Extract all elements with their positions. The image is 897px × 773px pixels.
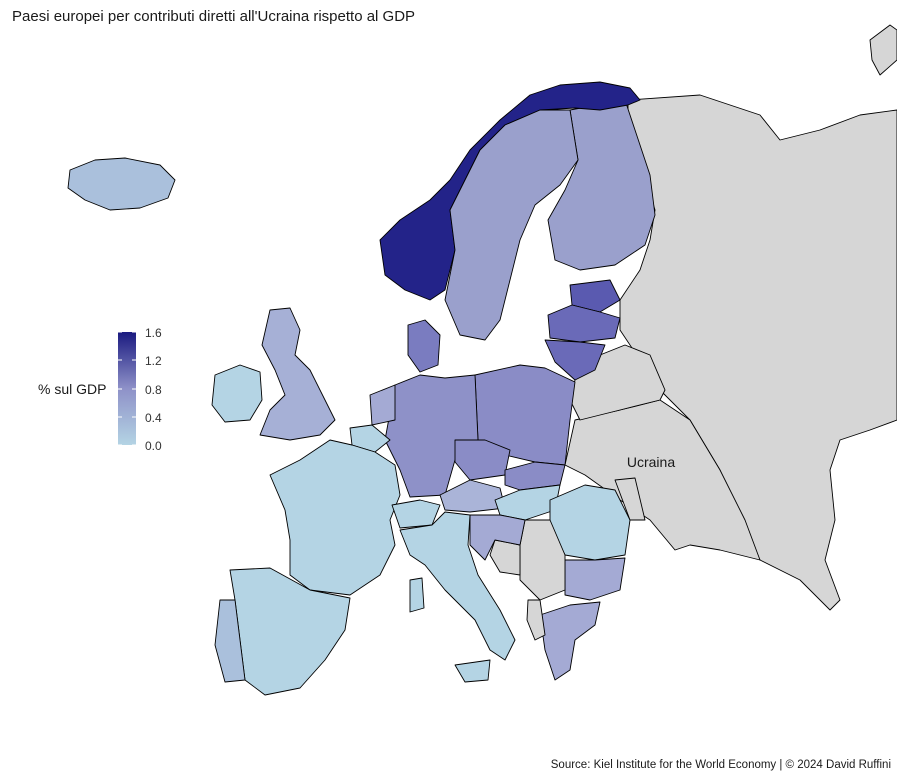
country-sicily [454, 659, 491, 683]
country-ukraine [564, 399, 761, 561]
country-novaya-zemlya [869, 24, 897, 76]
country-norway [379, 81, 641, 301]
legend-tick-marks [118, 331, 136, 446]
legend-title: % sul GDP [38, 381, 107, 397]
country-france [269, 439, 401, 596]
country-estonia [569, 279, 621, 313]
country-greece [539, 601, 601, 681]
country-united-kingdom [259, 307, 336, 441]
country-croatia [469, 514, 526, 561]
country-albania [526, 599, 546, 641]
country-sweden [444, 109, 579, 341]
country-netherlands [369, 384, 396, 426]
country-denmark [407, 319, 441, 373]
country-belgium [349, 424, 391, 453]
source-caption: Source: Kiel Institute for the World Eco… [550, 759, 891, 771]
legend-tick-0-0: 0.0 [145, 439, 162, 453]
country-finland [547, 99, 656, 271]
ukraine-map-label: Ucraina [627, 454, 675, 470]
country-sardinia [409, 577, 425, 613]
country-latvia [547, 304, 621, 343]
country-austria [439, 479, 506, 513]
country-bosnia [489, 539, 521, 576]
country-russia [619, 94, 897, 611]
country-ireland [211, 364, 263, 423]
legend-tick-1-6: 1.6 [145, 326, 162, 340]
legend-colorbar [118, 332, 136, 445]
country-bulgaria [564, 557, 626, 601]
color-legend: 1.6 1.2 0.8 0.4 0.0 [118, 326, 162, 453]
country-switzerland [391, 499, 441, 529]
country-moldova [614, 477, 646, 521]
country-iceland [67, 157, 176, 211]
country-portugal [214, 599, 246, 683]
legend-tick-0-4: 0.4 [145, 411, 162, 425]
country-germany [384, 374, 479, 498]
country-italy [399, 511, 516, 661]
map-title: Paesi europei per contributi diretti all… [12, 8, 416, 25]
country-lithuania [544, 339, 606, 381]
legend-tick-0-8: 0.8 [145, 383, 162, 397]
legend-tick-1-2: 1.2 [145, 354, 162, 368]
